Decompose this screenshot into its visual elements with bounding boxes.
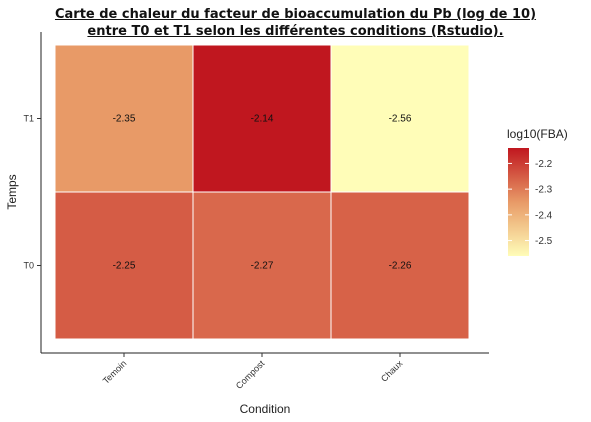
heatmap-cell bbox=[54, 44, 194, 193]
y-tick-label: T1 bbox=[23, 114, 34, 124]
legend-ticks: -2.2 -2.3 -2.4 -2.5 bbox=[508, 159, 553, 247]
y-ticks: T1 T0 bbox=[23, 114, 41, 271]
x-tick-label: Compost bbox=[234, 358, 267, 391]
legend-tick-label: -2.2 bbox=[535, 159, 553, 170]
chart-title: Carte de chaleur du facteur de bioaccumu… bbox=[0, 6, 591, 40]
heatmap-cell bbox=[54, 191, 194, 340]
cell-value-label: -2.14 bbox=[251, 114, 274, 125]
cell-value-label: -2.25 bbox=[113, 261, 136, 272]
chart-title-line-2: entre T0 et T1 selon les différentes con… bbox=[87, 24, 504, 39]
y-axis-title: Temps bbox=[5, 174, 19, 209]
cell-value-label: -2.26 bbox=[389, 261, 412, 272]
legend-title: log10(FBA) bbox=[507, 127, 568, 141]
cell-value-label: -2.35 bbox=[113, 114, 136, 125]
x-axis-title: Condition bbox=[240, 402, 291, 416]
legend-tick-label: -2.3 bbox=[535, 185, 553, 196]
legend-tick-label: -2.5 bbox=[535, 236, 553, 247]
x-tick-label: Temoin bbox=[101, 358, 129, 386]
legend: log10(FBA) -2.2 -2.3 -2.4 -2.5 bbox=[507, 127, 568, 256]
cell-value-label: -2.27 bbox=[251, 261, 274, 272]
heatmap-cell bbox=[330, 191, 470, 340]
cell-value-label: -2.56 bbox=[389, 114, 412, 125]
x-tick-label: Chaux bbox=[379, 358, 405, 384]
y-tick-label: T0 bbox=[23, 261, 34, 271]
legend-tick-label: -2.4 bbox=[535, 210, 553, 221]
x-ticks: Temoin Compost Chaux bbox=[101, 353, 405, 391]
chart-title-line-1: Carte de chaleur du facteur de bioaccumu… bbox=[54, 7, 537, 22]
legend-colorbar bbox=[508, 148, 529, 256]
heatmap-cell bbox=[330, 44, 470, 193]
heatmap-cells: -2.35 -2.14 -2.56 -2.25 -2.27 -2.26 bbox=[54, 44, 470, 340]
heatmap-cell bbox=[192, 191, 332, 340]
axes bbox=[40, 32, 489, 354]
